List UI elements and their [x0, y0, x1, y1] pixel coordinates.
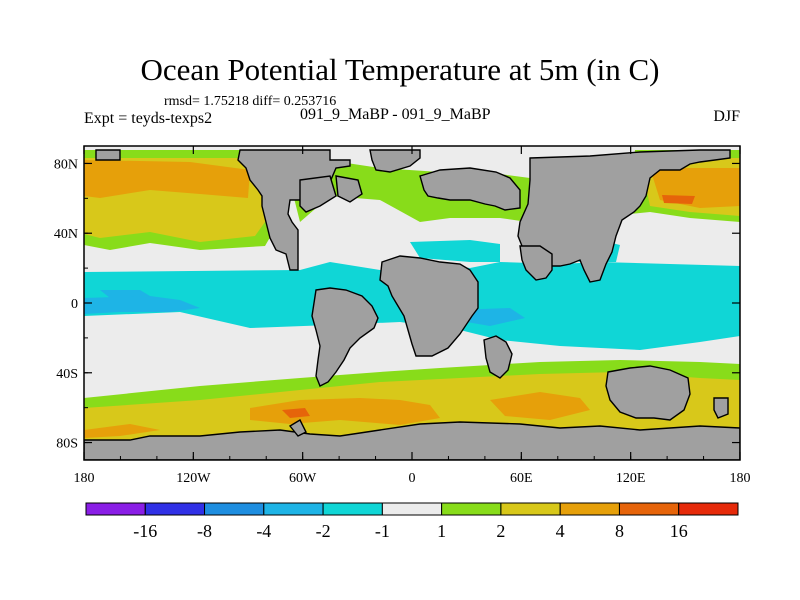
land-africa — [379, 255, 479, 357]
land-greenland — [369, 149, 421, 173]
colorbar-label: -16 — [133, 521, 157, 541]
zone-equatorial-blue — [100, 290, 150, 298]
colorbar-label: -8 — [197, 521, 212, 541]
x-tick-label: 60E — [510, 471, 533, 486]
colorbar-label: -2 — [316, 521, 331, 541]
colorbar: -16 -8 -4 -2 -1 1 2 4 8 16 — [85, 502, 739, 541]
zone-arabian-cyan — [410, 240, 500, 262]
land-australia — [605, 365, 691, 421]
colorbar-swatch — [381, 502, 443, 516]
season-label: DJF — [713, 108, 740, 125]
colorbar-label: 2 — [496, 521, 505, 541]
zone-north-pacific-orange — [84, 160, 250, 198]
land-south-america — [311, 287, 379, 387]
x-tick-label: 60W — [289, 471, 317, 486]
y-tick-label: 80N — [54, 157, 78, 172]
zone-nw-pacific-red — [662, 195, 695, 204]
x-tick-label: 120W — [176, 471, 211, 486]
land-india — [519, 245, 553, 281]
y-tick-label: 80S — [56, 437, 78, 452]
colorbar-swatch — [559, 502, 620, 516]
map-area — [84, 146, 740, 460]
land-antarctic-peninsula — [288, 419, 307, 437]
y-tick-label: 40N — [54, 227, 78, 242]
y-tick-label: 40S — [56, 367, 78, 382]
colorbar-label: 8 — [615, 521, 624, 541]
colorbar-swatch — [500, 502, 561, 516]
colorbar-swatch — [322, 502, 383, 516]
colorbar-swatch — [144, 502, 206, 516]
x-tick-label: 0 — [409, 471, 416, 486]
land-madagascar — [483, 335, 513, 379]
colorbar-swatch — [263, 502, 324, 516]
subtitle: 091_9_MaBP - 091_9_MaBP — [300, 106, 491, 123]
colorbar-swatch — [618, 502, 680, 516]
x-tick-label: 120E — [616, 471, 646, 486]
land-north-america — [95, 149, 351, 271]
zone-tropical-blue — [84, 296, 200, 314]
axes: 180 120W 60W 0 60E 120E 180 80N 40N 0 40S 80S — [54, 146, 751, 486]
stats-label: rmsd= 1.75218 diff= 0.253716 — [164, 94, 337, 109]
land-arctic-island — [335, 175, 363, 203]
zone-southern-red — [282, 408, 310, 418]
chart-title: Ocean Potential Temperature at 5m (in C) — [140, 52, 660, 87]
experiment-label: Expt = teyds-texps2 — [84, 110, 213, 127]
colorbar-swatch — [85, 502, 146, 516]
colorbar-swatch — [204, 502, 265, 516]
land-antarctica — [84, 421, 740, 460]
land-new-zealand — [713, 397, 729, 419]
colorbar-label: -1 — [375, 521, 390, 541]
land-europe — [419, 167, 521, 211]
y-tick-label: 0 — [71, 297, 78, 312]
zone-southern-orange-3 — [84, 424, 160, 438]
x-tick-label: 180 — [74, 471, 95, 486]
colorbar-swatch — [678, 502, 739, 516]
land-north-atlantic — [299, 175, 337, 213]
colorbar-label: 1 — [437, 521, 446, 541]
colorbar-label: -4 — [256, 521, 271, 541]
x-tick-label: 180 — [730, 471, 751, 486]
zone-southern-orange — [250, 398, 440, 425]
colorbar-swatch — [441, 502, 502, 516]
colorbar-label: 16 — [670, 521, 688, 541]
colorbar-label: 4 — [556, 521, 565, 541]
land-masses — [84, 149, 740, 460]
zone-southern-orange-2 — [490, 392, 590, 420]
